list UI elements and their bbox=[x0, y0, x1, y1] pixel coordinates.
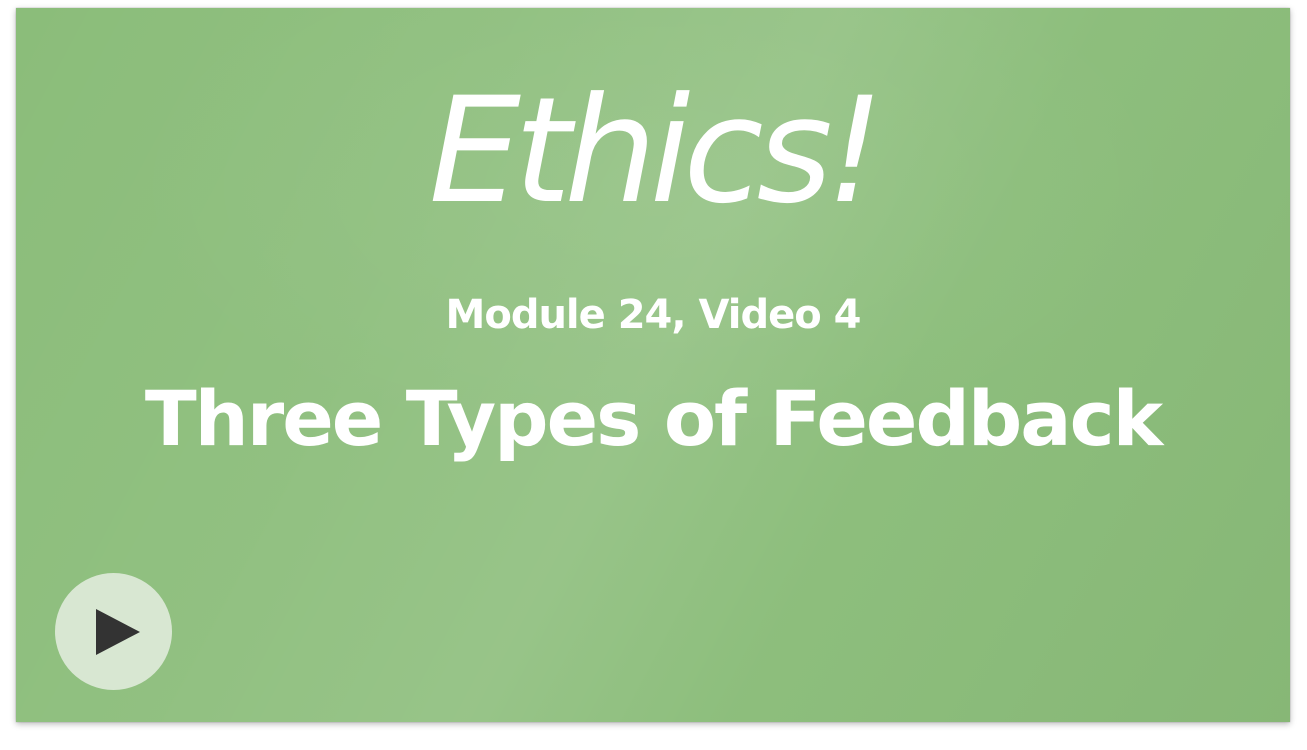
video-heading: Three Types of Feedback bbox=[144, 374, 1163, 463]
play-button[interactable] bbox=[55, 573, 172, 690]
video-thumbnail[interactable]: Ethics! Module 24, Video 4 Three Types o… bbox=[16, 8, 1290, 722]
video-subtitle: Module 24, Video 4 bbox=[445, 292, 862, 338]
play-icon bbox=[96, 609, 140, 655]
background-sheen bbox=[16, 8, 1290, 722]
slide-background bbox=[16, 8, 1290, 722]
background-glow bbox=[16, 8, 1290, 722]
video-title: Ethics! bbox=[428, 66, 884, 236]
